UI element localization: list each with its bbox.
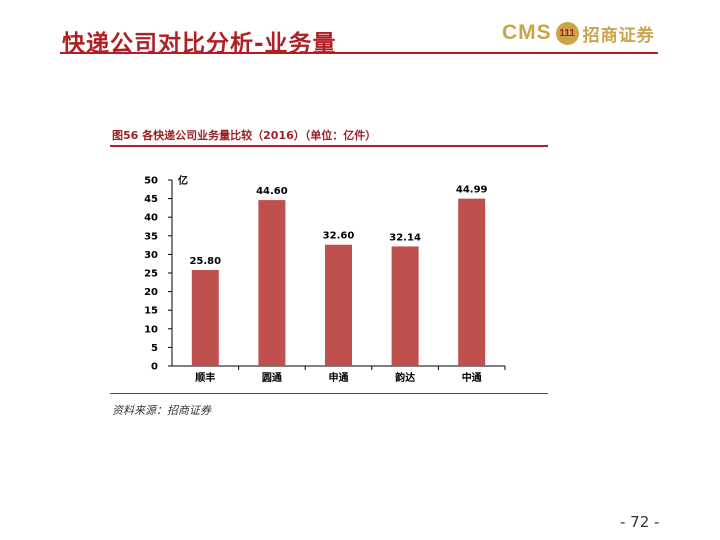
x-category-label: 韵达 (395, 371, 415, 384)
header-divider (60, 52, 658, 54)
bar (191, 270, 219, 366)
y-tick-label: 30 (144, 250, 158, 261)
chart-title: 图56 各快递公司业务量比较（2016）（单位：亿件） (112, 129, 377, 142)
y-axis-unit-label: 亿 (178, 174, 188, 187)
logo-badge-icon: 111 (555, 21, 579, 45)
company-logo: CMS 111 招商证券 (502, 18, 655, 48)
y-tick-label: 25 (144, 269, 158, 280)
data-label: 32.60 (323, 231, 355, 242)
x-category-label: 中通 (462, 371, 482, 384)
data-label: 44.60 (256, 186, 288, 197)
logo-text: CMS (502, 21, 552, 44)
bar (391, 246, 419, 366)
y-tick-label: 5 (151, 343, 158, 354)
y-tick-label: 40 (144, 213, 158, 224)
y-tick-label: 10 (144, 324, 158, 335)
y-tick-label: 35 (144, 231, 158, 242)
data-label: 44.99 (456, 185, 488, 196)
y-tick-label: 50 (144, 176, 158, 187)
logo-chinese-name: 招商证券 (582, 25, 655, 46)
x-category-label: 申通 (329, 371, 349, 384)
source-note: 资料来源：招商证券 (112, 404, 211, 417)
y-tick-label: 0 (151, 362, 158, 373)
data-label: 32.14 (389, 232, 421, 243)
page-number: - 72 - (620, 513, 660, 531)
data-label: 25.80 (189, 256, 221, 267)
y-tick-label: 45 (144, 194, 158, 205)
x-category-label: 圆通 (262, 372, 282, 384)
bar (325, 244, 352, 366)
chart-bottom-rule (110, 393, 548, 394)
x-category-label: 顺丰 (195, 371, 215, 384)
y-tick-label: 20 (144, 287, 158, 298)
chart-top-rule (110, 145, 548, 147)
bar (458, 198, 486, 366)
bar (258, 200, 286, 366)
y-tick-label: 15 (144, 306, 158, 317)
